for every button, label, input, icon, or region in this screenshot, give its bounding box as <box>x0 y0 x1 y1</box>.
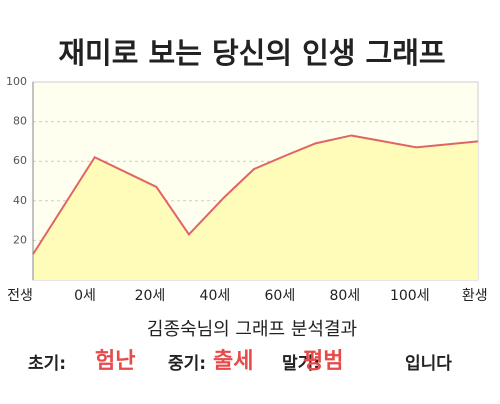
x-tick-label: 80세 <box>329 288 360 304</box>
x-tick-label: 60세 <box>265 288 296 304</box>
result-label: 말기: <box>282 353 320 374</box>
result-value: 험난 <box>95 348 135 374</box>
chart-title: 재미로 보는 당신의 인생 그래프 <box>58 36 445 70</box>
result-value: 출세 <box>213 349 253 374</box>
result-suffix: 입니다 <box>405 354 452 374</box>
y-tick-label: 60 <box>13 154 27 167</box>
result-value: 평범 <box>303 349 343 374</box>
y-tick-label: 80 <box>13 115 27 128</box>
x-tick-label: 전생 <box>7 288 33 304</box>
y-tick-label: 20 <box>13 233 27 246</box>
x-tick-label: 100세 <box>390 288 430 304</box>
x-tick-label: 환생 <box>462 288 488 304</box>
area <box>33 135 478 280</box>
y-tick-label: 40 <box>13 194 27 207</box>
result-heading: 김종숙님의 그래프 분석결과 <box>147 319 357 340</box>
line <box>32 134 479 255</box>
x-tick-label: 40세 <box>200 288 231 304</box>
result-line: 초기: 험난 중기: 출세 말기:평범 입니다 <box>28 348 452 374</box>
result-label: 중기: <box>168 354 206 374</box>
x-tick-label: 20세 <box>135 288 166 304</box>
result-label: 초기: <box>28 354 66 374</box>
x-tick-label: 0세 <box>74 288 96 304</box>
y-tick-label: 100 <box>6 75 27 88</box>
